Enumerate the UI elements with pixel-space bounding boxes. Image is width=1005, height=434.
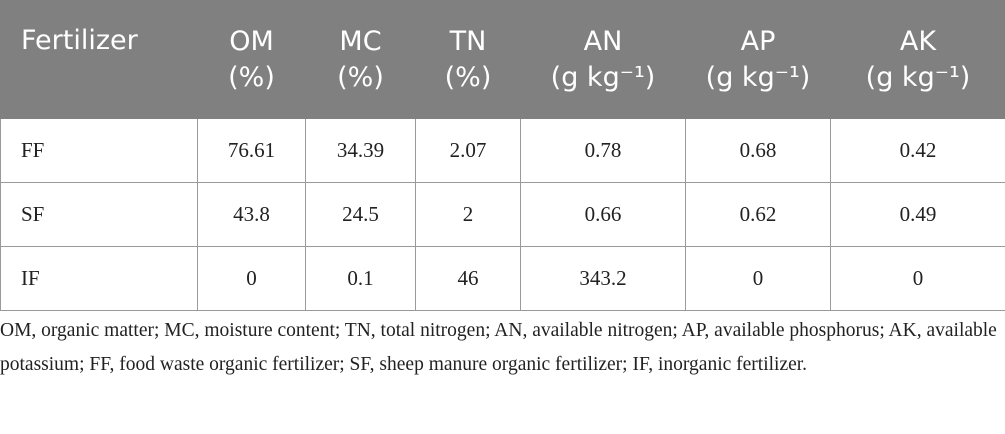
header-cell: AN (g kg⁻¹) [520,0,686,119]
cell: 0.68 [685,118,831,183]
table-row: SF 43.8 24.5 2 0.66 0.62 0.49 [0,182,1005,247]
header-unit: (%) [228,61,275,93]
header-name: Fertilizer [21,25,138,56]
header-name: AP [740,25,776,57]
header-name: AK [899,25,937,57]
table-row: FF 76.61 34.39 2.07 0.78 0.68 0.42 [0,118,1005,183]
header-name: OM [229,25,274,57]
header-name: TN [449,25,487,57]
row-label: FF [0,118,198,183]
cell: 2 [415,182,521,247]
cell: 0.42 [830,118,1005,183]
header-unit: (%) [444,61,492,93]
header-unit: (g kg⁻¹) [550,61,656,93]
cell: 76.61 [197,118,306,183]
cell: 0.49 [830,182,1005,247]
header-cell: TN (%) [415,0,521,119]
footnote: OM, organic matter; MC, moisture content… [0,320,997,375]
cell: 43.8 [197,182,306,247]
table-body: FF 76.61 34.39 2.07 0.78 0.68 0.42 SF 43.8 24.5 2 0… [0,118,1005,311]
header-name: MC [339,25,382,57]
data-table: Fertilizer OM (%) MC (%) TN (%) AN (g kg⁻¹) AP (g … [0,0,1005,311]
cell: 0.66 [520,182,686,247]
cell: 343.2 [520,246,686,311]
header-cell: AK (g kg⁻¹) [830,0,1005,119]
cell: 0.78 [520,118,686,183]
cell: 0 [830,246,1005,311]
cell: 0.62 [685,182,831,247]
header-cell: MC (%) [305,0,416,119]
header-row: Fertilizer OM (%) MC (%) TN (%) AN (g kg⁻¹) AP (g … [0,0,1005,119]
header-unit: (%) [337,61,384,93]
cell: 0 [197,246,306,311]
cell: 34.39 [305,118,416,183]
header-unit: (g kg⁻¹) [865,61,971,93]
cell: 0.1 [305,246,416,311]
row-label: IF [0,246,198,311]
cell: 24.5 [305,182,416,247]
header-cell: OM (%) [197,0,306,119]
cell: 46 [415,246,521,311]
header-cell: AP (g kg⁻¹) [685,0,831,119]
table-row: IF 0 0.1 46 343.2 0 0 [0,246,1005,311]
header-unit: (g kg⁻¹) [705,61,811,93]
cell: 2.07 [415,118,521,183]
cell: 0 [685,246,831,311]
header-cell: Fertilizer [0,0,198,119]
row-label: SF [0,182,198,247]
header-name: AN [583,25,623,57]
